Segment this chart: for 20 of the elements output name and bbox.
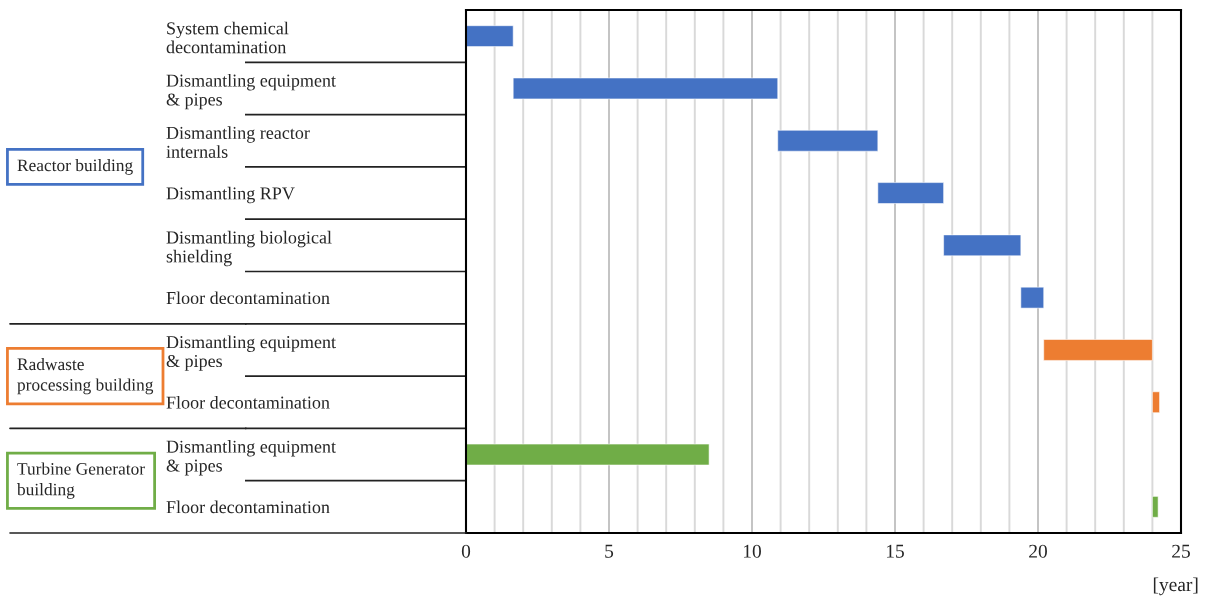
y-tick-label: Dismantling biological shielding — [166, 230, 332, 267]
y-tick-label: Floor decontamination — [166, 291, 330, 305]
x-axis-title: [year] — [1153, 577, 1198, 596]
x-tick-label: 25 — [1172, 544, 1190, 558]
y-tick-label: Dismantling equipment & pipes — [166, 73, 336, 110]
x-tick-label: 5 — [605, 544, 614, 558]
y-tick-label: Floor decontamination — [166, 395, 330, 409]
text: Reactor building — [17, 159, 133, 175]
x-tick-label: 15 — [886, 544, 904, 558]
text: Radwaste processing building — [17, 357, 154, 395]
y-tick-label: Dismantling reactor internals — [166, 126, 310, 158]
x-tick-label: 20 — [1029, 544, 1047, 558]
y-tick-label: Dismantling equipment & pipes — [166, 440, 336, 476]
x-tick-label: 0 — [461, 544, 471, 558]
y-tick-label: Dismantling RPV — [166, 186, 295, 204]
y-tick-label: Dismantling equipment & pipes — [166, 335, 336, 371]
y-tick-label: Floor decontamination — [166, 500, 330, 514]
y-tick-label: System chemical decontamination — [166, 21, 289, 54]
text: Turbine Generator building — [16, 462, 145, 499]
x-tick-label: 10 — [743, 544, 761, 558]
